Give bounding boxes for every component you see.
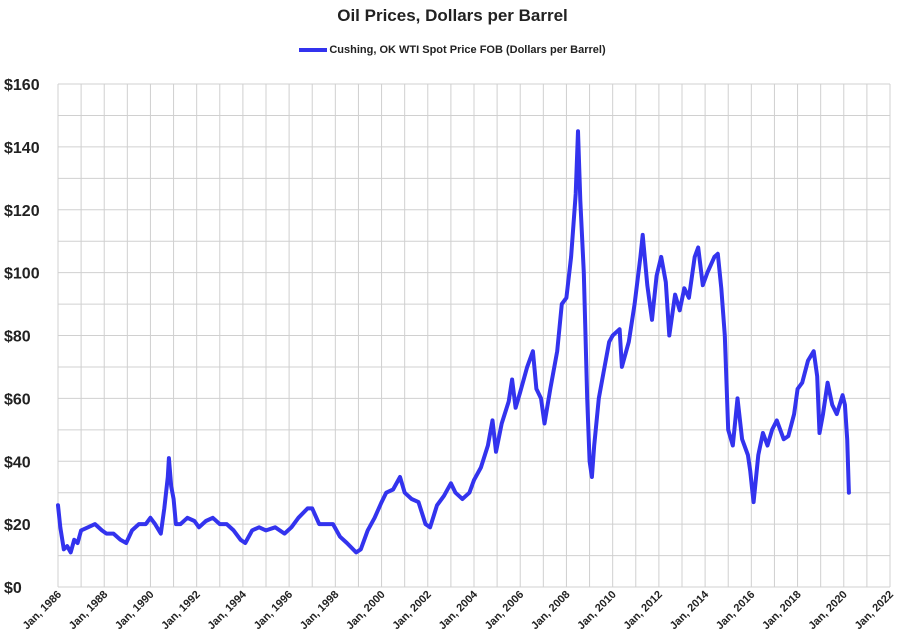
x-tick-label: Jan, 1992 bbox=[159, 589, 203, 633]
x-tick-label: Jan, 2008 bbox=[529, 589, 573, 633]
x-tick-label: Jan, 2006 bbox=[483, 589, 527, 633]
x-tick-label: Jan, 2022 bbox=[853, 589, 897, 633]
x-tick-label: Jan, 2000 bbox=[344, 589, 388, 633]
y-tick-label: $140 bbox=[4, 140, 40, 157]
x-tick-label: Jan, 1994 bbox=[205, 588, 249, 632]
y-tick-label: $0 bbox=[4, 580, 22, 597]
series-line bbox=[56, 129, 851, 555]
chart-title: Oil Prices, Dollars per Barrel bbox=[337, 6, 568, 25]
x-tick-label: Jan, 2010 bbox=[575, 589, 619, 633]
legend-swatch bbox=[299, 48, 328, 53]
y-tick-label: $40 bbox=[4, 454, 31, 471]
x-tick-label: Jan, 2018 bbox=[760, 589, 804, 633]
x-tick-label: Jan, 2004 bbox=[437, 588, 481, 632]
grid bbox=[57, 83, 891, 588]
y-tick-label: $80 bbox=[4, 329, 31, 346]
legend: Cushing, OK WTI Spot Price FOB (Dollars … bbox=[0, 44, 905, 56]
x-tick-label: Jan, 1986 bbox=[21, 589, 65, 633]
x-tick-label: Jan, 1998 bbox=[298, 589, 342, 633]
series-group bbox=[56, 129, 851, 555]
x-tick-label: Jan, 1996 bbox=[252, 589, 296, 633]
y-tick-label: $160 bbox=[4, 77, 40, 94]
legend-label: Cushing, OK WTI Spot Price FOB (Dollars … bbox=[329, 44, 606, 56]
x-tick-label: Jan, 2016 bbox=[714, 589, 758, 633]
x-tick-label: Jan, 1990 bbox=[113, 589, 157, 633]
y-tick-label: $120 bbox=[4, 203, 40, 220]
x-axis: Jan, 1986 Jan, 1988 Jan, 1990 Jan, 1992 Jan,… bbox=[21, 588, 897, 632]
y-tick-label: $60 bbox=[4, 391, 31, 408]
x-tick-label: Jan, 2002 bbox=[390, 589, 434, 633]
y-tick-label: $20 bbox=[4, 517, 31, 534]
x-tick-label: Jan, 1988 bbox=[67, 589, 111, 633]
y-axis: $0 $20 $40 $60 $80 $100 $120 $140 $160 bbox=[4, 77, 40, 597]
x-tick-label: Jan, 2014 bbox=[668, 588, 712, 632]
y-tick-label: $100 bbox=[4, 266, 40, 283]
x-tick-label: Jan, 2012 bbox=[621, 589, 665, 633]
x-tick-label: Jan, 2020 bbox=[806, 589, 850, 633]
